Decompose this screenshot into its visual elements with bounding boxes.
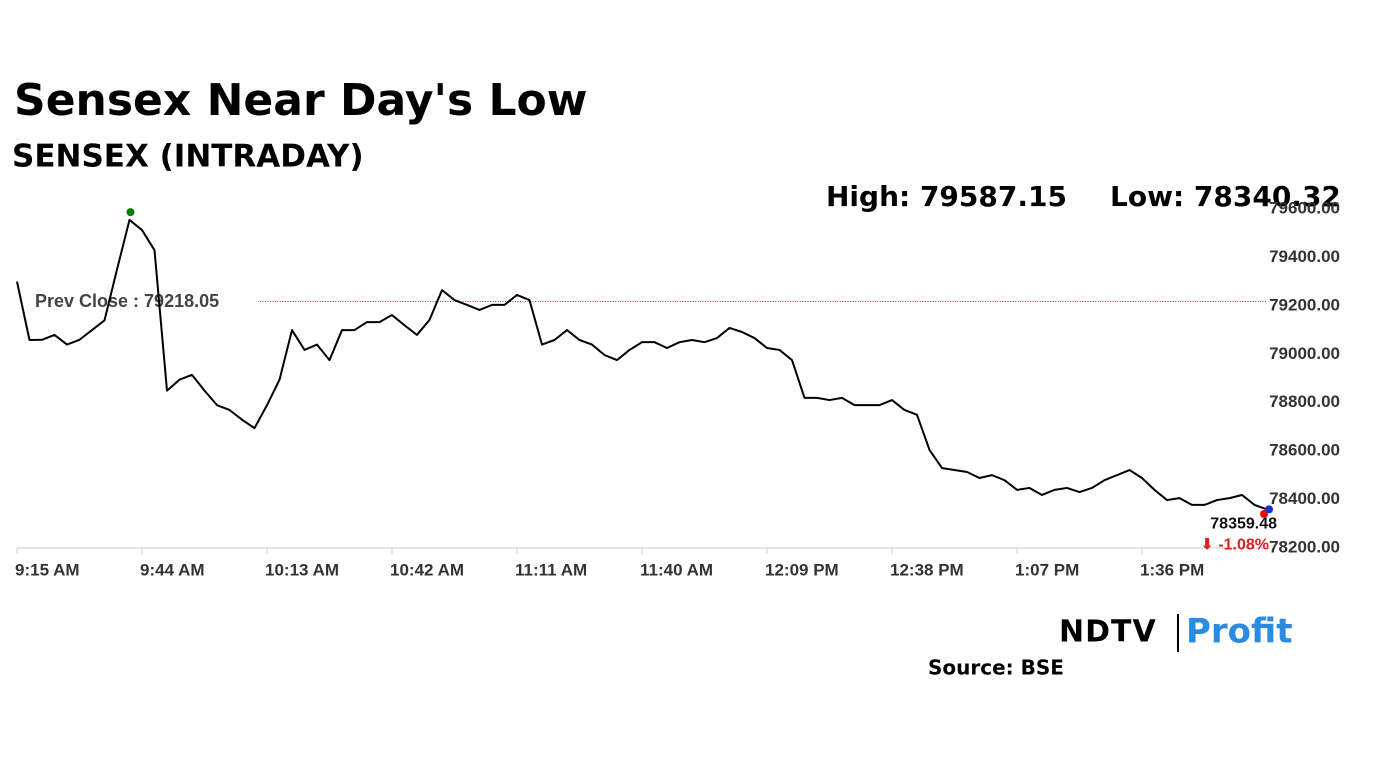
x-tick-label: 11:40 AM <box>640 560 713 579</box>
y-tick-label: 78600.00 <box>1269 441 1340 460</box>
y-tick-label: 78800.00 <box>1269 392 1340 411</box>
logo-ndtv: NDTV <box>1059 615 1157 650</box>
x-tick-label: 1:36 PM <box>1140 560 1204 579</box>
y-tick-label: 79400.00 <box>1269 247 1340 266</box>
x-tick-label: 1:07 PM <box>1015 560 1079 579</box>
logo-profit: Profit <box>1186 612 1293 652</box>
x-tick-label: 9:44 AM <box>140 560 205 579</box>
x-tick-label: 9:15 AM <box>15 560 80 579</box>
high-label: High: 79587.15 <box>826 180 1067 213</box>
x-tick-label: 10:13 AM <box>265 560 339 579</box>
y-tick-label: 79600.00 <box>1269 198 1340 217</box>
y-tick-label: 78400.00 <box>1269 489 1340 508</box>
x-tick-label: 11:11 AM <box>515 560 587 579</box>
line-series <box>16 218 1268 511</box>
y-tick-label: 78200.00 <box>1269 537 1340 556</box>
last-dot <box>1265 505 1273 514</box>
change-label: ⬇ -1.08% <box>1200 537 1269 554</box>
x-tick-label: 12:38 PM <box>890 560 964 579</box>
prev-close-label: Prev Close : 79218.05 <box>35 291 219 311</box>
source: Source: BSE <box>928 656 1064 680</box>
x-tick-label: 12:09 PM <box>765 560 839 579</box>
y-tick-label: 79000.00 <box>1269 344 1340 363</box>
y-tick-label: 79200.00 <box>1269 295 1340 314</box>
low-label: Low: 78340.32 <box>1110 180 1341 213</box>
x-tick-label: 10:42 AM <box>390 560 464 579</box>
chart-title: Sensex Near Day's Low <box>14 75 587 126</box>
high-dot <box>126 208 135 217</box>
chart-subtitle: SENSEX (INTRADAY) <box>12 139 364 175</box>
last-value-label: 78359.48 <box>1210 516 1277 533</box>
